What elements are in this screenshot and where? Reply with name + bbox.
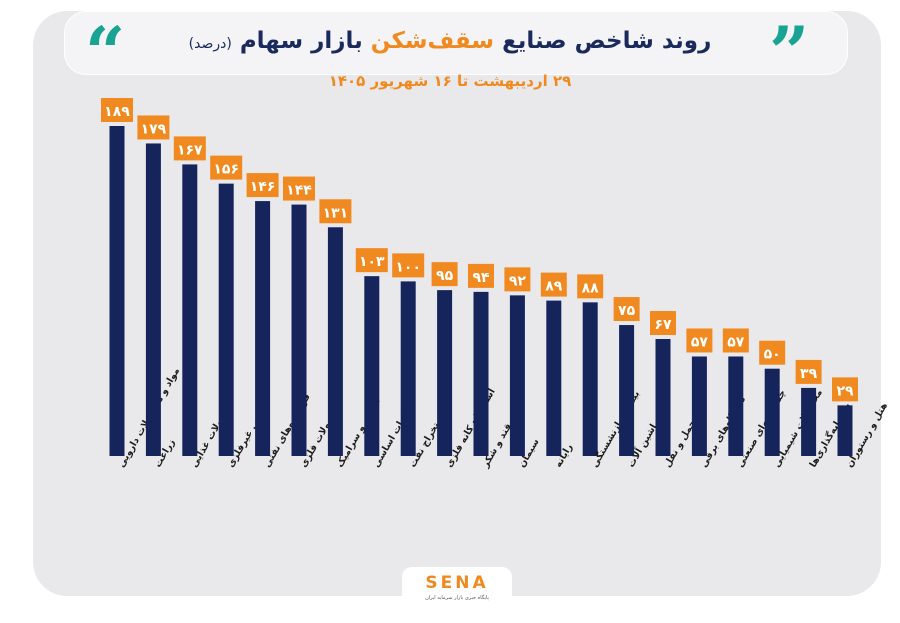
bar <box>255 201 271 456</box>
value-label-bg <box>650 311 676 336</box>
value-label: ۵۷ <box>727 334 745 350</box>
value-label-bg <box>210 155 243 180</box>
bar <box>619 325 635 456</box>
value-label: ۷۵ <box>618 303 636 319</box>
value-label: ۱۴۶ <box>250 179 276 195</box>
bar <box>182 164 198 456</box>
value-label: ۹۴ <box>472 270 490 286</box>
value-label-bg <box>246 173 279 198</box>
value-label: ۱۰۳ <box>359 254 385 270</box>
logo-tagline: پایگاه خبری بازار سرمایه ایران <box>425 595 489 601</box>
title-box <box>64 11 848 75</box>
value-label-bg <box>101 98 133 122</box>
value-label-bg <box>355 248 388 273</box>
logo-name: SENA <box>425 573 489 593</box>
bar <box>291 204 307 456</box>
value-label-bg <box>173 136 206 161</box>
value-label: ۱۶۷ <box>177 142 203 158</box>
bar <box>764 368 780 456</box>
value-label-bg <box>722 328 749 353</box>
value-label: ۸۸ <box>582 280 600 296</box>
value-label: ۱۵۶ <box>213 162 239 178</box>
bar <box>400 281 416 456</box>
title-main: روند شاخص صنایع <box>502 28 712 54</box>
value-label-bg <box>577 274 604 299</box>
sena-logo: SENA پایگاه خبری بازار سرمایه ایران <box>402 567 512 611</box>
value-label: ۱۳۱ <box>323 205 349 221</box>
title-highlight: سقف‌شکن <box>370 28 495 54</box>
value-label-bg <box>759 340 786 365</box>
bar <box>655 339 671 456</box>
bar <box>218 183 234 456</box>
value-label: ۱۰۰ <box>395 259 421 275</box>
bar <box>364 276 380 456</box>
value-label-bg <box>431 262 458 287</box>
value-label: ۹۵ <box>436 268 454 284</box>
value-label-bg <box>319 199 352 224</box>
value-label: ۳۹ <box>800 366 818 382</box>
value-label-bg <box>795 359 822 384</box>
value-label: ۵۷ <box>691 334 709 350</box>
value-label-bg <box>540 272 567 297</box>
value-label-bg <box>468 263 494 288</box>
bar <box>691 356 707 456</box>
value-label: ۹۲ <box>509 273 527 289</box>
bar <box>473 291 489 456</box>
value-label: ۸۹ <box>545 279 563 295</box>
bar <box>546 300 562 456</box>
chart-subtitle: ۲۹ اردیبهشت تا ۱۶ شهریور ۱۴۰۵ <box>328 72 572 90</box>
value-label: ۶۷ <box>654 317 672 333</box>
bar <box>437 290 453 456</box>
value-label: ۵۰ <box>764 347 781 363</box>
value-label-bg <box>137 115 170 140</box>
value-label-bg <box>613 297 640 322</box>
value-label: ۱۴۴ <box>286 183 312 199</box>
chart-title: روند شاخص صنایع سقف‌شکن بازار سهام (درصد… <box>140 28 760 54</box>
bar <box>327 227 343 456</box>
bar <box>509 295 525 456</box>
open-quote-icon: “ <box>85 11 126 94</box>
value-label: ۱۸۹ <box>104 104 130 120</box>
value-label-bg <box>392 253 425 278</box>
value-label-bg <box>832 377 858 402</box>
bar <box>801 387 817 456</box>
value-label-bg <box>283 176 315 201</box>
title-unit: (درصد) <box>188 36 232 52</box>
value-label-bg <box>504 267 531 292</box>
title-end: بازار سهام <box>239 28 363 54</box>
bar <box>109 126 125 456</box>
value-label: ۱۷۹ <box>141 121 167 137</box>
chart-panel <box>33 11 881 596</box>
value-label-bg <box>686 328 713 353</box>
bar <box>837 405 853 456</box>
close-quote-icon: ” <box>769 11 810 94</box>
bar <box>728 356 744 456</box>
bar <box>145 143 161 456</box>
bar <box>582 302 598 456</box>
value-label: ۲۹ <box>836 383 854 399</box>
